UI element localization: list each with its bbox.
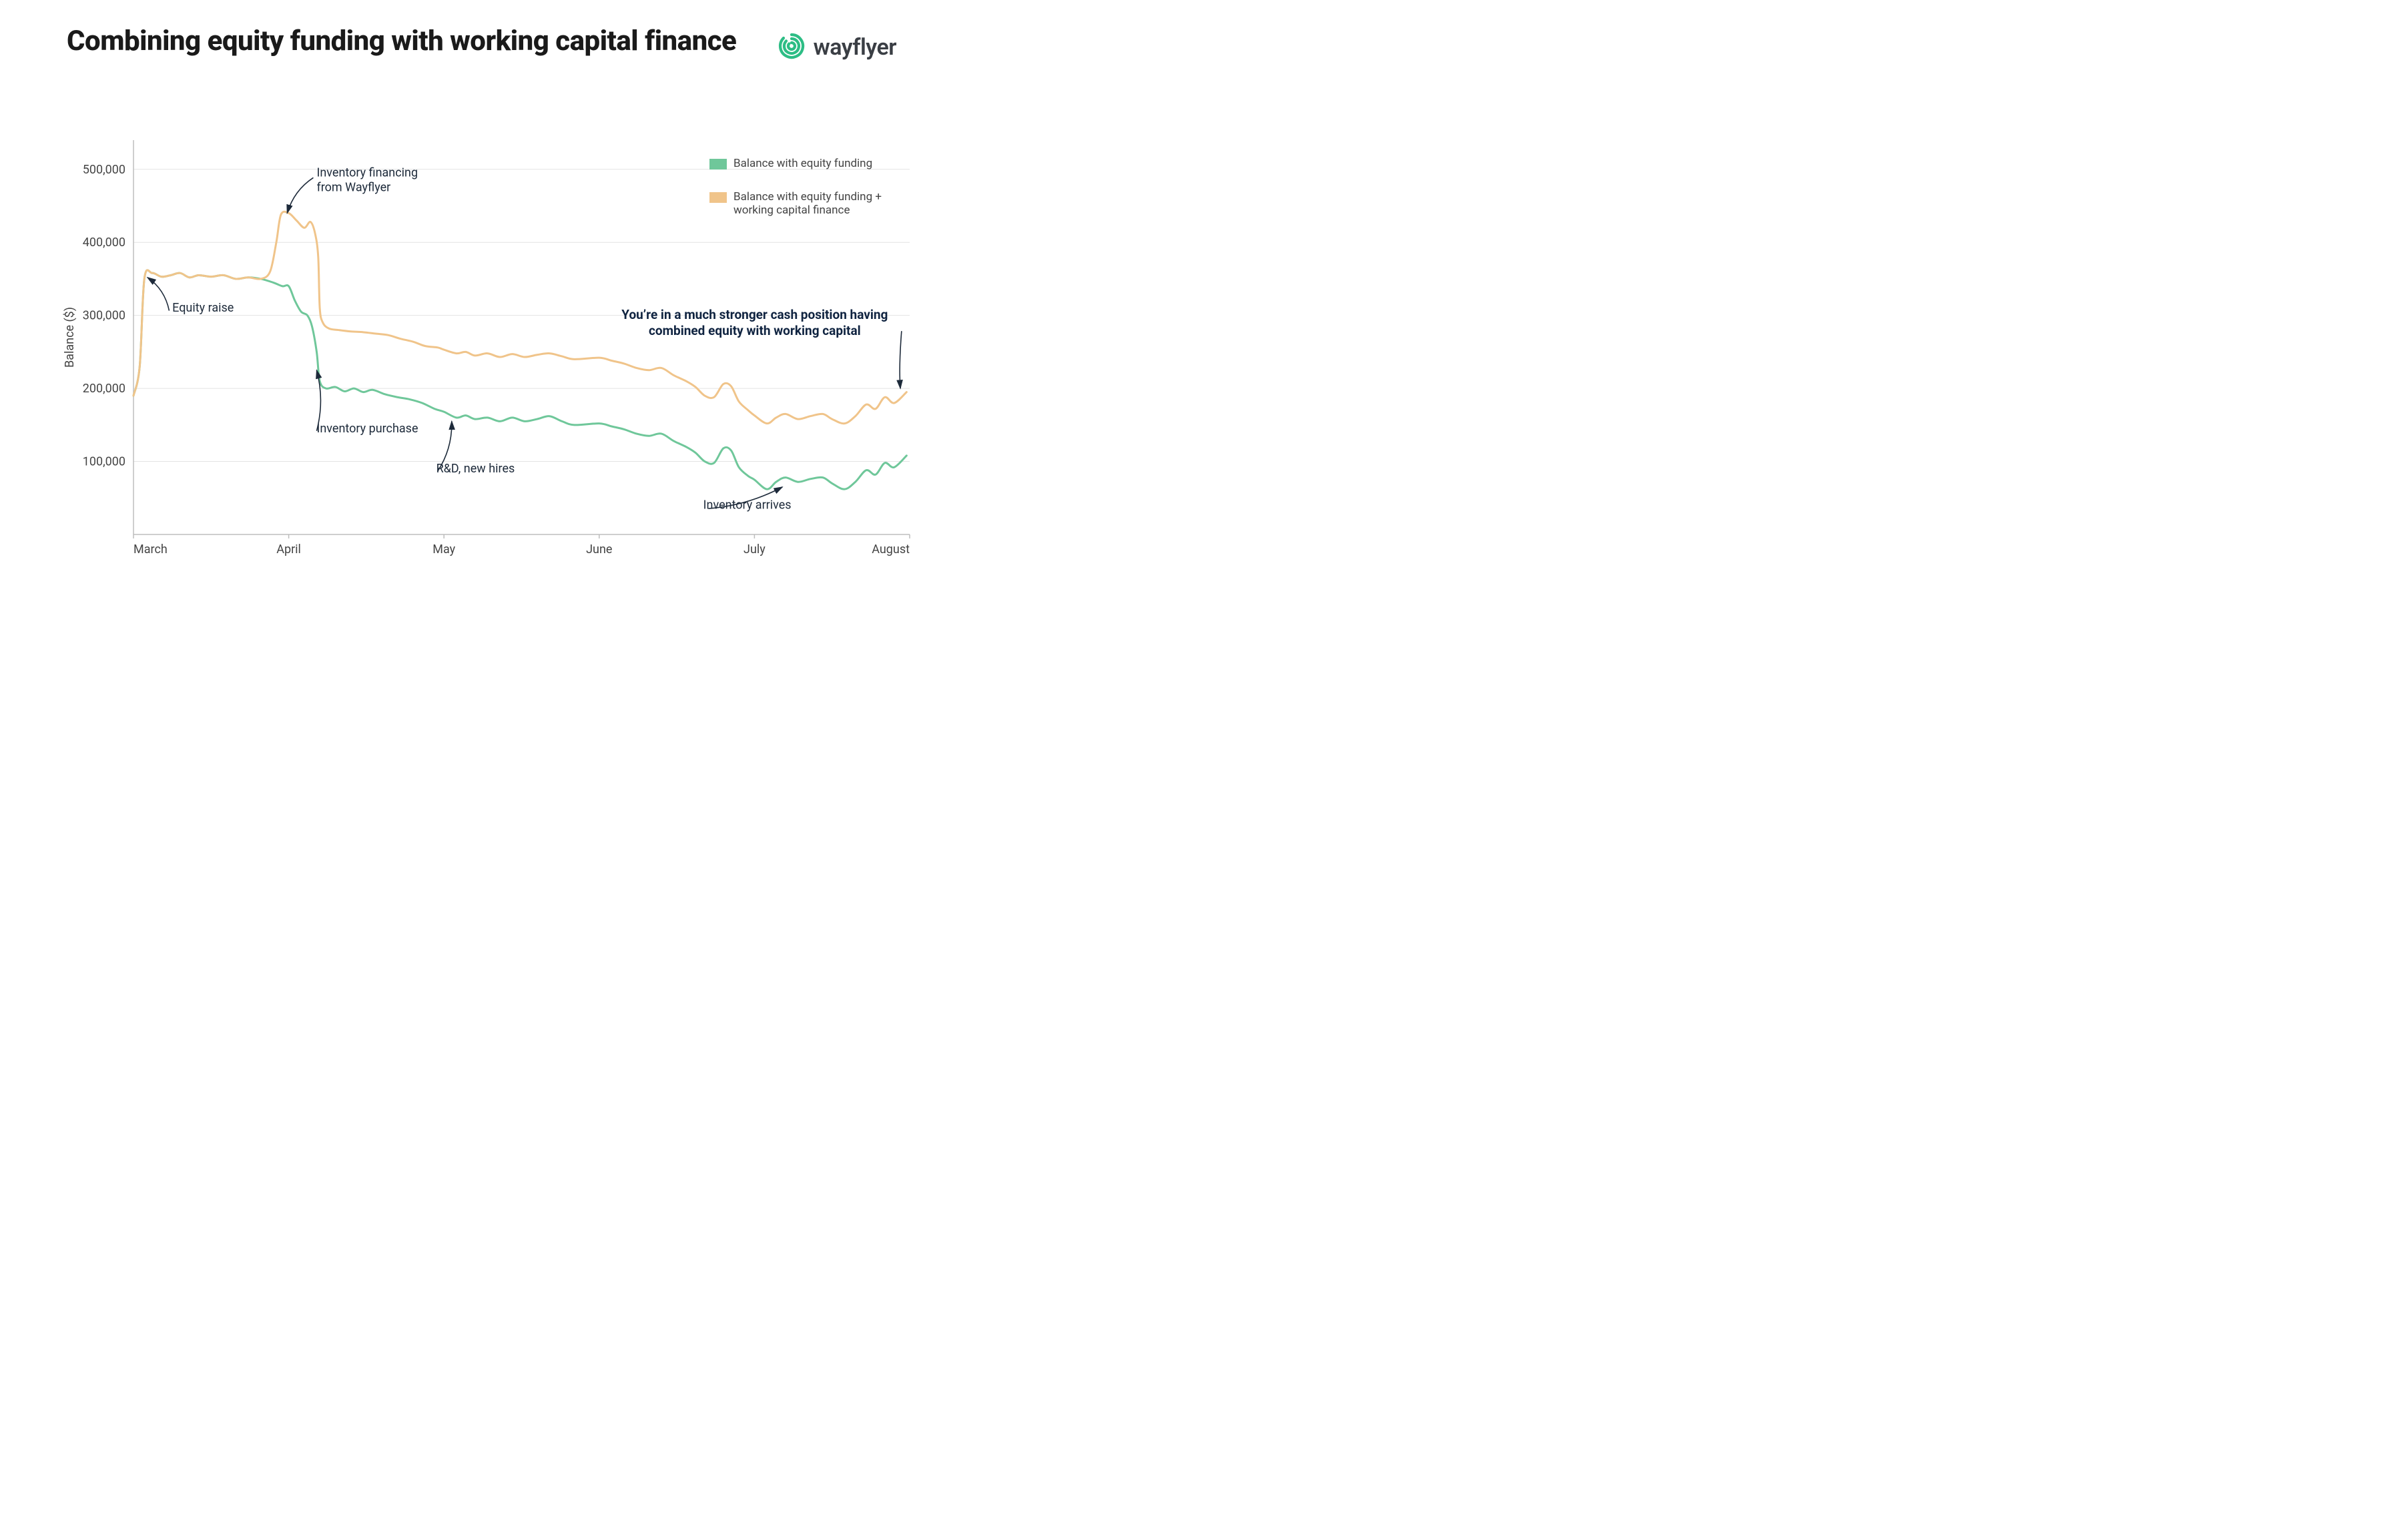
annotation-arrow-stronger-position xyxy=(900,331,902,388)
brand-name: wayflyer xyxy=(814,34,896,61)
ytick-label: 300,000 xyxy=(83,309,125,323)
annotation-inventory-financing: Inventory financingfrom Wayflyer xyxy=(316,166,418,195)
annotation-stronger-position: You’re in a much stronger cash position … xyxy=(621,307,888,338)
xtick-label: March xyxy=(133,542,168,556)
series-equity xyxy=(133,270,906,489)
page-root: Combining equity funding with working ca… xyxy=(0,0,963,607)
ytick-label: 100,000 xyxy=(83,455,125,469)
brand: wayflyer xyxy=(776,31,896,64)
legend-swatch xyxy=(709,192,727,203)
header: Combining equity funding with working ca… xyxy=(67,25,896,64)
annotation-arrow-inventory-financing xyxy=(287,177,313,213)
balance-chart: 100,000 200,000 300,000 400,000 500,000 March… xyxy=(47,133,916,566)
legend-label: Balance with equity funding +working cap… xyxy=(733,190,882,217)
annotation-rd-new-hires: R&D, new hires xyxy=(436,462,515,476)
page-title: Combining equity funding with working ca… xyxy=(67,25,736,57)
ytick-label: 500,000 xyxy=(83,163,125,177)
annotation-equity-raise: Equity raise xyxy=(172,301,234,315)
xtick-label: June xyxy=(586,542,612,556)
wayflyer-logo-icon xyxy=(776,31,807,64)
annotation-arrow-equity-raise xyxy=(147,278,170,311)
y-axis-label: Balance ($) xyxy=(63,307,77,368)
xtick-label: July xyxy=(743,542,766,556)
xtick-label: April xyxy=(276,542,301,556)
annotation-inventory-arrives: Inventory arrives xyxy=(703,498,792,512)
chart-container: 100,000 200,000 300,000 400,000 500,000 March… xyxy=(47,133,916,566)
xtick-label: August xyxy=(872,542,910,556)
annotation-inventory-purchase: Inventory purchase xyxy=(316,422,418,436)
xtick-label: May xyxy=(432,542,455,556)
ytick-label: 200,000 xyxy=(83,382,125,396)
ytick-label: 400,000 xyxy=(83,236,125,250)
legend-label: Balance with equity funding xyxy=(733,157,872,170)
legend-swatch xyxy=(709,159,727,169)
